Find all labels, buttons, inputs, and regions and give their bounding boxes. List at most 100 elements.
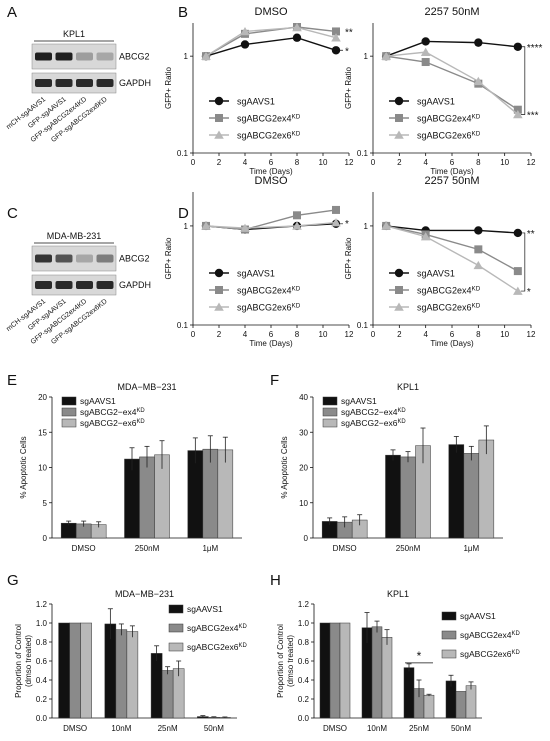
blot-band bbox=[35, 52, 52, 61]
y-axis-label: GFP+ Ratio bbox=[164, 66, 173, 109]
panel-letter-h: H bbox=[270, 572, 281, 589]
data-point bbox=[292, 33, 302, 42]
data-point bbox=[331, 218, 341, 227]
data-point bbox=[332, 205, 340, 214]
legend-label: sgABCG2ex4KD bbox=[237, 286, 301, 296]
data-point bbox=[201, 221, 211, 230]
legend-label: sgABCG2ex6KD bbox=[417, 303, 481, 313]
panel-letter-g: G bbox=[7, 572, 19, 589]
x-tick-label: 1μM bbox=[463, 544, 479, 553]
panel-letter-d: D bbox=[178, 205, 189, 222]
data-point bbox=[381, 51, 391, 60]
legend-marker bbox=[395, 114, 403, 122]
blot-title: MDA-MB-231 bbox=[47, 231, 102, 241]
blot-band bbox=[55, 281, 73, 289]
x-tick-label: 10nM bbox=[367, 724, 387, 733]
legend-label: sgABCG2ex4KD bbox=[187, 623, 247, 633]
y-tick-label: 0.1 bbox=[357, 149, 369, 158]
data-point bbox=[421, 58, 430, 67]
legend-label: sgABCG2ex4KD bbox=[460, 630, 520, 640]
x-tick-label: 6 bbox=[450, 158, 455, 167]
y-tick-label: 0 bbox=[304, 534, 309, 543]
bar bbox=[381, 637, 393, 719]
blot-band bbox=[96, 254, 114, 263]
chart-title: MDA−MB−231 bbox=[115, 589, 174, 599]
significance-marker: *** bbox=[527, 110, 539, 121]
chart-title: 2257 50nM bbox=[424, 175, 479, 187]
series-line bbox=[205, 26, 337, 57]
blot-band bbox=[76, 52, 93, 61]
legend-marker bbox=[395, 286, 403, 294]
x-tick-label: 25nM bbox=[409, 724, 429, 733]
series-line bbox=[205, 26, 337, 57]
significance-bracket bbox=[520, 232, 526, 292]
y-tick-label: 0.8 bbox=[298, 638, 310, 647]
y-tick-label: 0.2 bbox=[298, 695, 310, 704]
data-point bbox=[513, 109, 523, 119]
x-tick-label: 8 bbox=[476, 158, 481, 167]
data-point bbox=[513, 228, 523, 238]
y-tick-label: 0.4 bbox=[36, 676, 48, 685]
legend-label: sgABCG2−ex4KD bbox=[80, 407, 145, 417]
legend-label: sgAAVS1 bbox=[237, 97, 275, 107]
x-tick-label: 10 bbox=[319, 330, 328, 339]
x-tick-label: 10 bbox=[500, 330, 509, 339]
y-tick-label: 1 bbox=[184, 222, 189, 231]
band-label: ABCG2 bbox=[119, 52, 150, 62]
bar bbox=[463, 453, 480, 539]
blot-band bbox=[35, 254, 52, 263]
legend-label: sgABCG2ex4KD bbox=[237, 114, 301, 124]
legend-label: sgAAVS1 bbox=[80, 396, 116, 406]
legend-swatch bbox=[441, 611, 457, 621]
legend-marker bbox=[394, 130, 404, 139]
significance-marker: ** bbox=[527, 229, 535, 240]
chart-title: DMSO bbox=[255, 175, 288, 187]
x-tick-label: DMSO bbox=[323, 724, 347, 733]
blot-band bbox=[76, 254, 93, 263]
data-point bbox=[513, 267, 522, 276]
y-tick-label: 0.6 bbox=[298, 657, 310, 666]
x-tick-label: 0 bbox=[371, 158, 376, 167]
x-tick-label: 4 bbox=[423, 158, 428, 167]
legend-label: sgABCG2−ex6KD bbox=[341, 418, 406, 428]
data-point bbox=[513, 42, 523, 51]
legend-marker bbox=[215, 114, 223, 122]
legend-swatch bbox=[168, 623, 184, 633]
data-point bbox=[292, 221, 302, 230]
legend-label: sgABCG2−ex4KD bbox=[341, 407, 406, 417]
x-axis-label: Time (Days) bbox=[430, 339, 474, 348]
bar bbox=[126, 631, 139, 719]
bar bbox=[161, 670, 174, 719]
panel-letter-b: B bbox=[178, 4, 188, 21]
y-axis-label: GFP+ Ratio bbox=[344, 237, 353, 280]
x-tick-label: 12 bbox=[527, 158, 536, 167]
series-line bbox=[205, 37, 337, 57]
x-axis-label: Time (Days) bbox=[249, 167, 293, 176]
x-tick-label: DMSO bbox=[333, 544, 357, 553]
y-tick-label: 0.1 bbox=[177, 149, 189, 158]
significance-marker: * bbox=[345, 46, 349, 57]
chart-title: MDA−MB−231 bbox=[117, 382, 176, 392]
band-label: GAPDH bbox=[119, 78, 151, 88]
blot-band bbox=[76, 281, 93, 289]
blot-band bbox=[96, 281, 114, 289]
y-tick-label: 20 bbox=[38, 393, 47, 402]
y-tick-label: 0 bbox=[43, 534, 48, 543]
x-tick-label: 2 bbox=[217, 330, 222, 339]
significance-marker: * bbox=[345, 219, 349, 230]
series-line bbox=[385, 40, 518, 57]
legend-marker bbox=[214, 302, 224, 311]
y-axis-label: Proportion of Control(dmso treated) bbox=[276, 624, 295, 698]
series-line bbox=[386, 225, 519, 272]
bar bbox=[58, 622, 70, 719]
bar bbox=[69, 622, 81, 719]
data-point bbox=[381, 221, 391, 230]
bar bbox=[403, 667, 415, 719]
legend-label: sgAAVS1 bbox=[341, 396, 377, 406]
x-tick-label: 25nM bbox=[158, 724, 178, 733]
band-label: GAPDH bbox=[119, 280, 151, 290]
y-tick-label: 1 bbox=[364, 52, 369, 61]
